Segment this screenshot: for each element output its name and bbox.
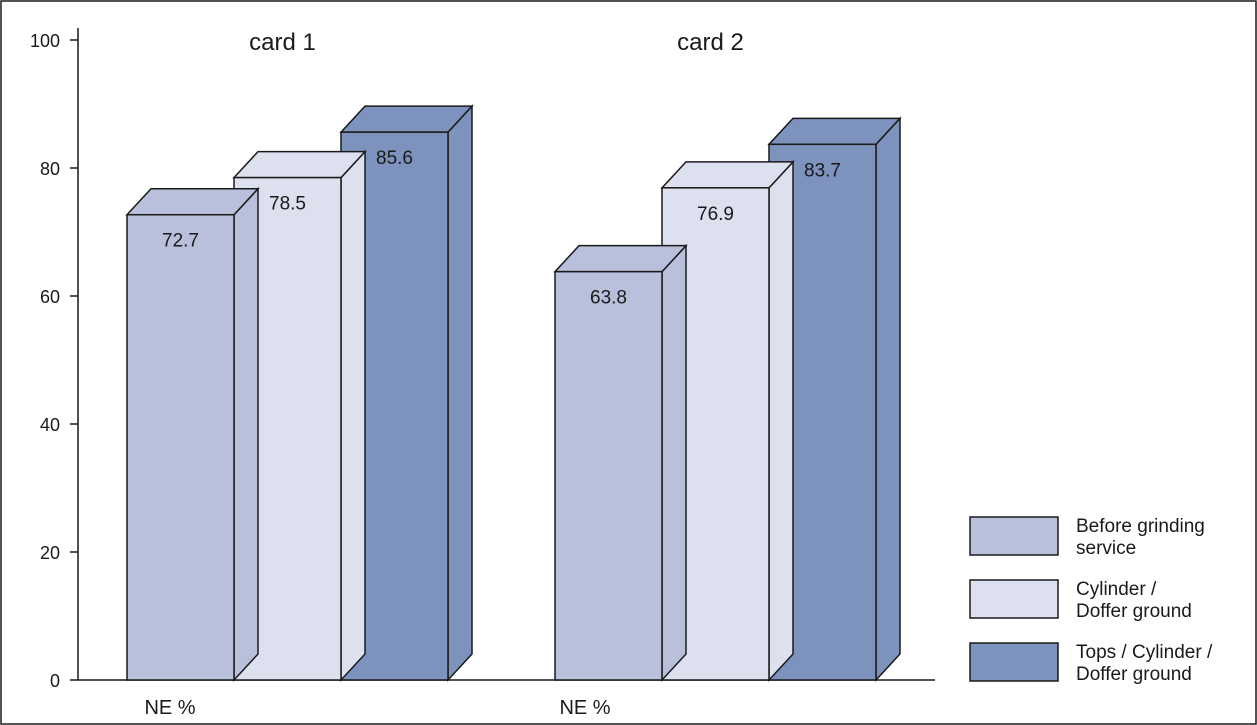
legend-label: Doffer ground bbox=[1076, 601, 1192, 622]
category-label: card 1 bbox=[249, 29, 316, 56]
bar-top-face bbox=[125, 187, 260, 216]
legend-label: service bbox=[1076, 538, 1136, 559]
bar-top-face bbox=[767, 117, 902, 146]
bar bbox=[554, 270, 663, 681]
bar-value-label: 78.5 bbox=[269, 194, 306, 215]
legend-label: Tops / Cylinder / bbox=[1076, 642, 1213, 663]
category-axis-label: NE % bbox=[144, 697, 195, 719]
bar-value-label: 85.6 bbox=[376, 148, 413, 169]
bar-side-face bbox=[875, 116, 901, 682]
y-tick-label: 40 bbox=[40, 415, 60, 435]
bar-side-face bbox=[768, 159, 794, 682]
bar-value-label: 83.7 bbox=[804, 160, 841, 181]
bar-top-face bbox=[553, 244, 688, 273]
bar-value-label: 63.8 bbox=[590, 288, 627, 309]
category-label: card 2 bbox=[677, 29, 744, 56]
legend-swatch bbox=[969, 642, 1059, 682]
bar-value-label: 72.7 bbox=[162, 231, 199, 252]
y-tick-label: 100 bbox=[30, 31, 60, 51]
y-tick-label: 0 bbox=[50, 671, 60, 691]
legend-swatch bbox=[969, 579, 1059, 619]
legend-label: Before grinding bbox=[1076, 516, 1205, 537]
bar-top-face bbox=[232, 150, 367, 179]
y-tick-label: 80 bbox=[40, 159, 60, 179]
y-tick-label: 60 bbox=[40, 287, 60, 307]
legend-swatch bbox=[969, 516, 1059, 556]
y-tick-label: 20 bbox=[40, 543, 60, 563]
bar bbox=[126, 213, 235, 681]
bar-top-face bbox=[339, 105, 474, 133]
bar-side-face bbox=[340, 149, 366, 682]
bar-side-face bbox=[233, 186, 259, 682]
bar-value-label: 76.9 bbox=[697, 204, 734, 225]
bar-side-face bbox=[661, 243, 687, 682]
legend-label: Doffer ground bbox=[1076, 664, 1192, 685]
bar-top-face bbox=[660, 161, 795, 189]
legend-label: Cylinder / bbox=[1076, 579, 1157, 600]
category-axis-label: NE % bbox=[559, 697, 610, 719]
bar-side-face bbox=[447, 104, 473, 682]
